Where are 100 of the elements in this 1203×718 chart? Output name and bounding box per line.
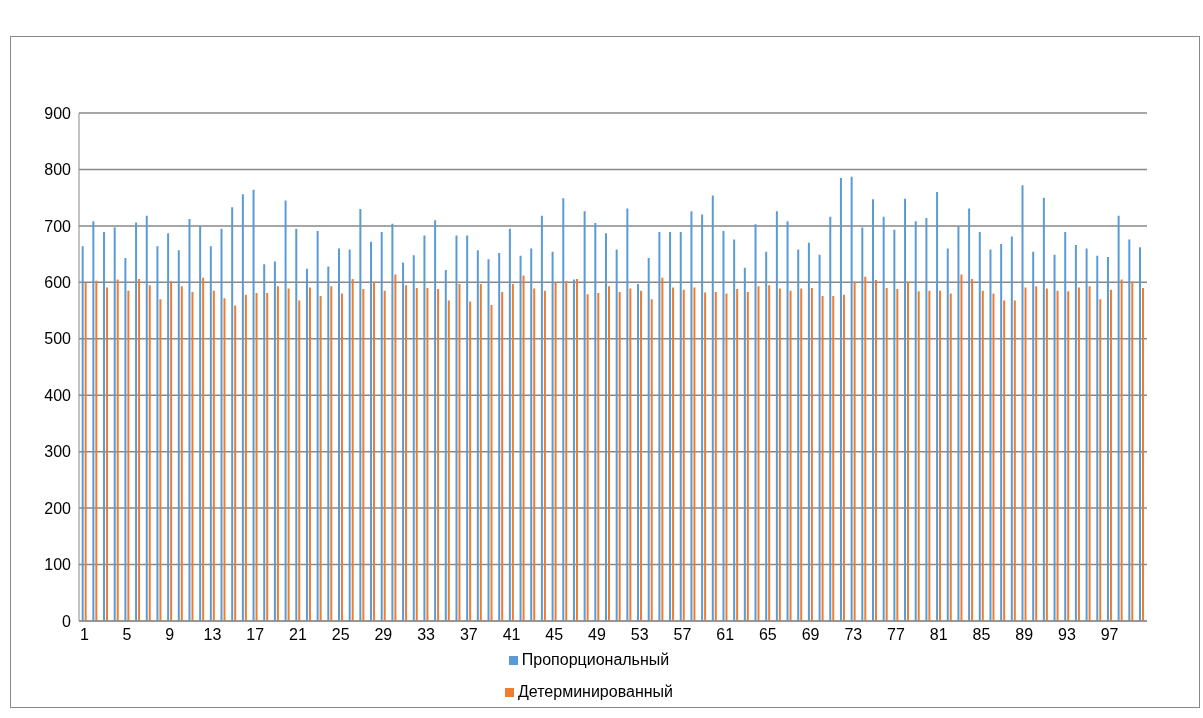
bar [273,261,276,621]
x-tick-label: 57 [673,626,692,644]
bar [447,300,450,621]
bar [423,235,426,621]
bar [487,259,490,621]
bar [199,225,202,621]
bar [405,285,408,621]
x-tick-label: 53 [630,626,649,644]
bar [1138,247,1141,621]
bar [1013,300,1016,621]
bar [871,199,874,621]
bar [391,223,394,621]
bar [658,232,661,621]
bar [637,284,640,621]
y-tick-label: 700 [44,217,72,235]
bar [1053,254,1056,621]
bar [981,290,984,621]
bar [1024,287,1027,621]
bar [936,192,939,621]
x-tick-label: 49 [588,626,606,644]
bar [853,281,856,621]
bar [914,221,917,621]
bar [629,288,632,621]
bar [255,293,258,621]
bar [1120,279,1123,621]
bar [1021,185,1024,621]
bar [1117,215,1120,621]
x-tick-label: 5 [122,626,132,644]
x-tick-label: 69 [801,626,820,644]
bar [607,286,610,621]
x-tick-label: 97 [1100,626,1119,644]
bar [124,258,127,621]
bar [533,288,536,621]
bar [864,276,867,621]
x-tick-label: 65 [758,626,777,644]
bar [701,214,704,621]
bar [807,242,810,621]
bar [202,277,205,621]
bar [394,274,397,621]
bar [209,246,212,621]
bar [223,298,226,621]
bar [241,194,244,621]
bar [882,216,885,621]
bar [540,215,543,621]
bar [746,291,749,621]
bar [415,287,418,621]
bar [444,269,447,621]
bar [971,278,974,621]
x-tick-label: 73 [844,626,863,644]
bar [244,294,247,621]
bar [177,250,180,621]
bar [337,248,340,621]
x-tick-label: 61 [716,626,735,644]
bar [234,305,237,621]
bar [650,299,653,621]
bar [669,232,672,621]
bar [765,251,768,621]
bar [113,227,116,621]
bar [412,255,415,621]
bar [615,249,618,621]
bar [800,288,803,621]
bar [148,285,151,621]
bar [989,249,992,621]
bar [167,233,170,621]
x-tick-label: 85 [972,626,991,644]
bar [939,290,942,621]
bar [308,287,311,621]
bar [1128,239,1131,621]
bar [946,248,949,621]
bar [188,219,191,621]
bar [348,249,351,621]
bar [92,221,95,621]
bar [383,290,386,621]
bar [191,291,194,621]
bar [508,228,511,621]
bar [690,211,693,621]
bar [832,295,835,621]
bar [479,284,482,621]
bar [618,291,621,621]
bar [597,293,600,621]
bar [554,282,557,621]
bar [287,288,290,621]
legend-label: Детерминированный [518,683,673,701]
bar [640,290,643,621]
bar [583,211,586,621]
bar [359,208,362,621]
bar [1000,243,1003,621]
y-tick-label: 600 [44,274,72,292]
x-tick-label: 41 [502,626,521,644]
bar [647,258,650,621]
bar [370,241,373,621]
bar [84,282,87,621]
bar [458,284,461,621]
bar [434,220,437,621]
bar [103,232,106,621]
bar [1074,245,1077,621]
bar [1106,256,1109,621]
bar [519,255,522,621]
bar [957,226,960,621]
x-tick-label: 17 [246,626,265,644]
